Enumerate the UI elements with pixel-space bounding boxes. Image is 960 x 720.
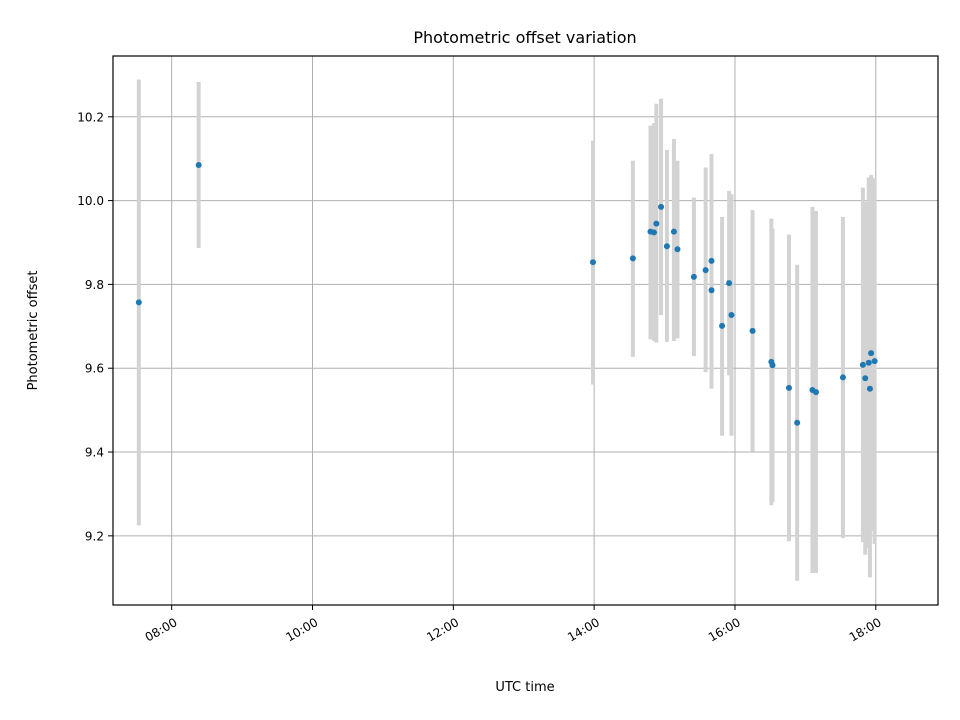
y-tick-label: 9.2 xyxy=(85,529,104,543)
data-point xyxy=(690,273,697,280)
data-point xyxy=(674,246,681,253)
data-point xyxy=(812,389,819,396)
data-point xyxy=(708,257,715,264)
data-point xyxy=(719,322,726,329)
y-tick-label: 10.2 xyxy=(77,110,104,124)
data-point xyxy=(839,374,846,381)
data-point xyxy=(868,350,875,357)
data-point xyxy=(663,243,670,250)
data-point xyxy=(629,255,636,262)
x-axis-label: UTC time xyxy=(495,680,554,695)
y-axis-label: Photometric offset xyxy=(26,271,41,391)
data-point xyxy=(862,375,869,382)
data-point xyxy=(670,228,677,235)
data-point xyxy=(589,259,596,266)
data-point xyxy=(728,311,735,318)
data-point xyxy=(794,419,801,426)
plot-frame xyxy=(112,55,939,606)
data-point xyxy=(658,203,665,210)
data-point xyxy=(769,362,776,369)
y-tick-label: 10.0 xyxy=(77,194,104,208)
data-points xyxy=(135,161,878,426)
chart-title: Photometric offset variation xyxy=(413,28,636,47)
data-point xyxy=(859,361,866,368)
data-point xyxy=(726,280,733,287)
y-tick-label: 9.8 xyxy=(85,278,104,292)
data-point xyxy=(651,229,658,236)
y-tick-label: 9.4 xyxy=(85,446,104,460)
data-point xyxy=(871,358,878,365)
data-point xyxy=(708,287,715,294)
grid xyxy=(113,56,938,605)
data-point xyxy=(785,384,792,391)
data-point xyxy=(866,385,873,392)
data-point xyxy=(702,267,709,274)
data-point xyxy=(865,359,872,366)
data-point xyxy=(653,220,660,227)
data-point xyxy=(135,299,142,306)
y-tick-label: 9.6 xyxy=(85,362,104,376)
data-point xyxy=(749,327,756,334)
data-point xyxy=(195,161,202,168)
y-axis-ticks: 9.2 9.4 9.6 9.8 10.0 10.2 xyxy=(77,110,113,543)
